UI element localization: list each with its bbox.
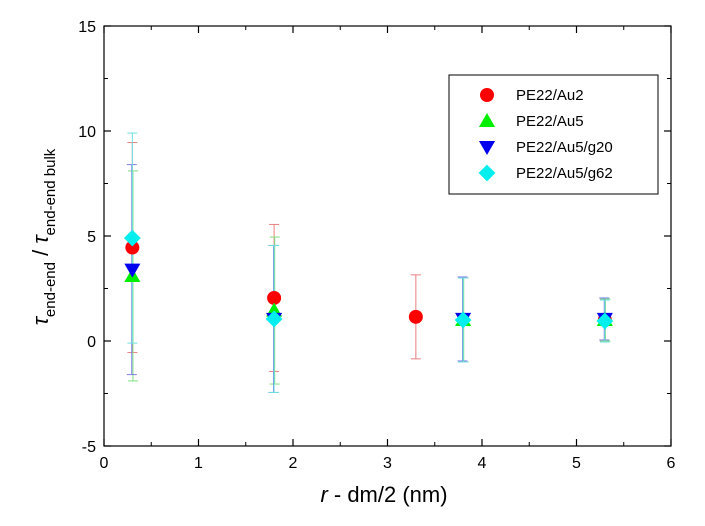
- legend-label: PE22/Au5/g20: [516, 139, 613, 156]
- legend-label: PE22/Au2: [516, 87, 584, 104]
- x-tick-label: 2: [289, 455, 298, 472]
- x-axis-title: r - dm/2 (nm): [320, 482, 447, 507]
- data-point: [454, 311, 472, 329]
- legend-marker: [478, 140, 496, 156]
- data-point: [408, 309, 423, 324]
- data-point: [123, 229, 141, 247]
- y-axis-title-denominator-subscript: end-end bulk: [42, 148, 59, 235]
- y-tick-label: 15: [78, 19, 96, 36]
- y-tick-label: 5: [87, 229, 96, 246]
- legend-marker: [478, 112, 496, 128]
- y-axis-title-denominator-symbol: τ: [28, 234, 53, 244]
- legend-marker: [478, 164, 496, 182]
- y-tick-label: 0: [87, 334, 96, 351]
- data-point: [596, 312, 614, 330]
- y-axis-title: τend-end / τend-end bulk: [28, 148, 59, 325]
- x-axis-title-italic: r: [320, 482, 329, 507]
- data-point: [124, 263, 141, 278]
- y-axis-title-numerator-subscript: end-end: [42, 262, 59, 317]
- x-tick-label: 0: [100, 455, 109, 472]
- legend: PE22/Au2 PE22/Au5 PE22/Au5/g20 PE22/Au5/g62: [448, 74, 659, 195]
- y-tick-label: 10: [78, 124, 96, 141]
- data-point: [267, 290, 282, 305]
- x-tick-label: 1: [194, 455, 203, 472]
- y-tick-label: -5: [82, 439, 96, 456]
- legend-marker: [480, 88, 494, 102]
- data-markers: [123, 229, 614, 330]
- legend-label: PE22/Au5: [516, 113, 584, 130]
- y-axis-title-slash: /: [28, 244, 53, 262]
- data-point: [125, 240, 140, 255]
- x-axis-title-rest: - dm/2 (nm): [328, 482, 448, 507]
- legend-label: PE22/Au5/g62: [516, 165, 613, 182]
- y-axis-title-numerator-symbol: τ: [28, 315, 53, 325]
- data-point: [265, 310, 283, 328]
- x-tick-label: 6: [667, 455, 676, 472]
- x-tick-label: 3: [383, 455, 392, 472]
- x-tick-label: 4: [478, 455, 487, 472]
- x-tick-label: 5: [572, 455, 581, 472]
